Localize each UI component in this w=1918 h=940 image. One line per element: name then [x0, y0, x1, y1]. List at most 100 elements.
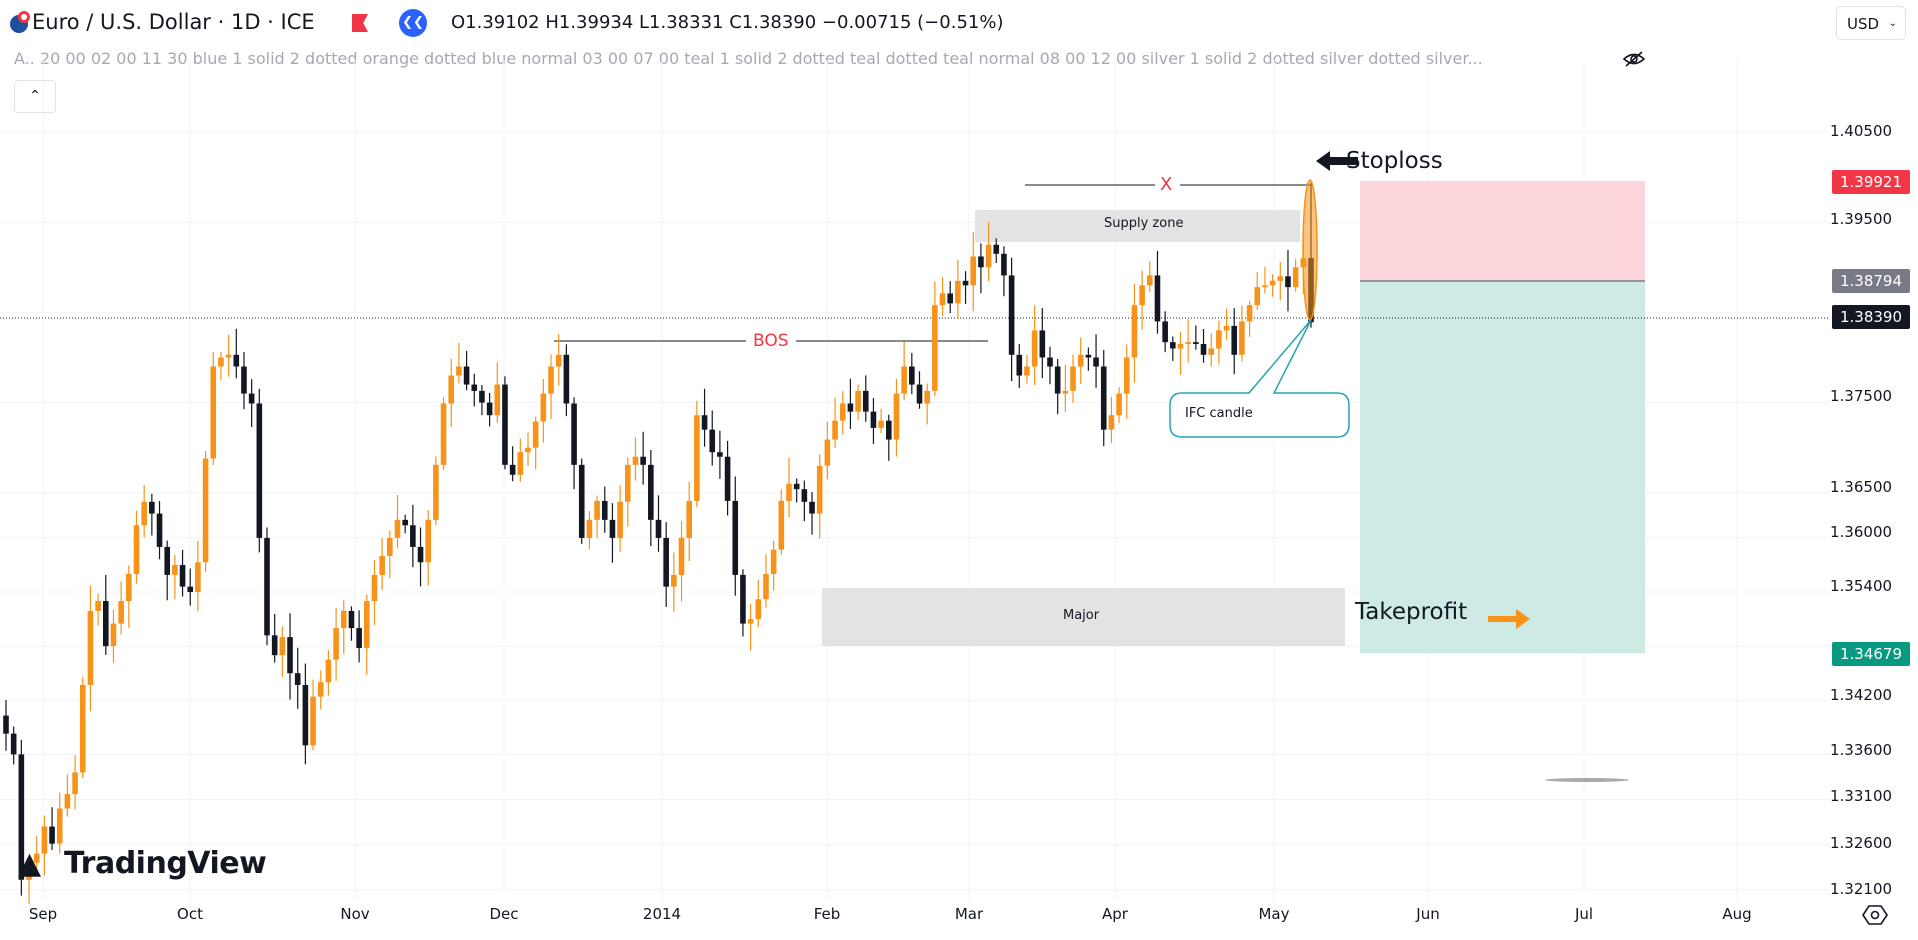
drawing-smudge — [1545, 778, 1629, 782]
candle-body — [95, 601, 101, 611]
ohlc-values: O1.39102 H1.39934 L1.38331 C1.38390 −0.0… — [451, 12, 1004, 33]
candle-body — [763, 573, 769, 600]
eur-usd-flag-icon — [10, 11, 30, 33]
currency-select[interactable]: USD ⌄ — [1836, 6, 1906, 40]
replay-rewind-icon[interactable]: ❮❮ — [399, 9, 427, 37]
candle-body — [793, 483, 800, 490]
candle-body — [901, 366, 907, 394]
price-tick: 1.37500 — [1830, 387, 1893, 405]
candle-body — [885, 420, 892, 440]
candle-body — [1093, 357, 1099, 367]
candle-body — [41, 826, 48, 854]
highlight-ellipse[interactable] — [1302, 179, 1318, 321]
candle-body — [1008, 275, 1015, 355]
candle-body — [195, 562, 201, 593]
candle-body — [939, 293, 946, 306]
candle-body — [525, 447, 531, 453]
time-tick: Dec — [489, 905, 519, 923]
tradingview-mark-icon: ▲ — [18, 846, 41, 881]
candle-body — [1123, 357, 1130, 394]
candle-body — [985, 244, 992, 268]
price-tick: 1.36000 — [1830, 523, 1893, 541]
candle-body — [1001, 253, 1007, 276]
eye-hidden-icon[interactable] — [1622, 50, 1646, 68]
candle-body — [410, 525, 416, 547]
candle-body — [1185, 342, 1191, 344]
candle-body — [855, 390, 861, 412]
candle-body — [56, 808, 63, 844]
candle-body — [1170, 342, 1176, 349]
candle-body — [839, 403, 846, 421]
candle-body — [10, 733, 17, 755]
ifc-callout[interactable] — [1169, 319, 1350, 438]
candle-body — [1269, 280, 1276, 286]
time-tick: Mar — [954, 905, 984, 923]
candle-body — [1239, 321, 1245, 355]
price-tick: 1.40500 — [1830, 122, 1893, 140]
candle-body — [1131, 305, 1138, 358]
candle-body — [701, 415, 708, 430]
candle-body — [932, 305, 938, 391]
candle-body — [264, 537, 270, 636]
candle-body — [3, 715, 9, 734]
candle-body — [126, 573, 132, 602]
candle-body — [1285, 276, 1291, 288]
candle-body — [448, 375, 455, 404]
candle-body — [686, 500, 693, 538]
x-label: X — [1160, 174, 1173, 195]
candle-body — [640, 456, 646, 465]
time-tick: Nov — [340, 905, 370, 923]
tradingview-logo[interactable]: ▲ TradingView — [18, 846, 267, 881]
flag-icon[interactable] — [352, 14, 368, 32]
indicator-legend[interactable]: A.. 20 00 02 00 11 30 blue 1 solid 2 dot… — [14, 49, 1483, 68]
candle-body — [479, 390, 485, 403]
candle-body — [878, 420, 884, 428]
candle-body — [517, 452, 524, 475]
candle-body — [1246, 305, 1253, 322]
candle-body — [1162, 321, 1168, 343]
chart-header: Euro / U.S. Dollar · 1D · ICE ❮❮ O1.3910… — [0, 0, 1918, 48]
candle-body — [916, 384, 923, 404]
arrow-left-icon[interactable] — [1316, 151, 1358, 171]
candle-body — [26, 862, 32, 880]
candle-body — [1193, 342, 1199, 344]
candle-body — [724, 456, 731, 501]
candle-body — [870, 411, 877, 428]
supply-zone[interactable] — [975, 210, 1300, 242]
candle-body — [1016, 354, 1023, 376]
collapse-legend-button[interactable]: ⌃ — [14, 80, 56, 113]
time-tick: 2014 — [642, 905, 682, 923]
arrow-right-icon[interactable] — [1488, 609, 1530, 629]
price-tick: 1.36500 — [1830, 478, 1893, 496]
candle-body — [248, 393, 255, 404]
candle-body — [225, 354, 232, 358]
price-tick: 1.34200 — [1830, 686, 1893, 704]
candle-body — [563, 354, 570, 404]
major-zone[interactable] — [822, 588, 1345, 646]
candle-body — [740, 574, 746, 624]
candle-body — [786, 483, 792, 501]
candle-body — [363, 601, 370, 648]
candle-body — [962, 280, 969, 286]
candle-body — [1223, 325, 1230, 331]
settings-icon[interactable] — [1862, 904, 1888, 926]
candle-body — [118, 601, 124, 624]
candle-body — [1062, 390, 1069, 394]
price-tick: 1.32100 — [1830, 880, 1893, 898]
candle-body — [824, 439, 831, 466]
candle-body — [909, 366, 915, 385]
candle-body — [156, 513, 163, 547]
candle-body — [548, 366, 554, 394]
candle-body — [816, 465, 823, 514]
candle-body — [302, 684, 309, 746]
takeprofit-zone[interactable] — [1360, 281, 1645, 653]
candle-body — [632, 456, 639, 465]
candle-body — [356, 628, 362, 648]
major-zone-label: Major — [1063, 608, 1100, 623]
stoploss-label: Stoploss — [1346, 148, 1443, 174]
stoploss-zone[interactable] — [1360, 181, 1645, 281]
candle-body — [18, 754, 25, 880]
symbol-title[interactable]: Euro / U.S. Dollar · 1D · ICE — [32, 10, 315, 34]
candle-body — [387, 537, 393, 556]
